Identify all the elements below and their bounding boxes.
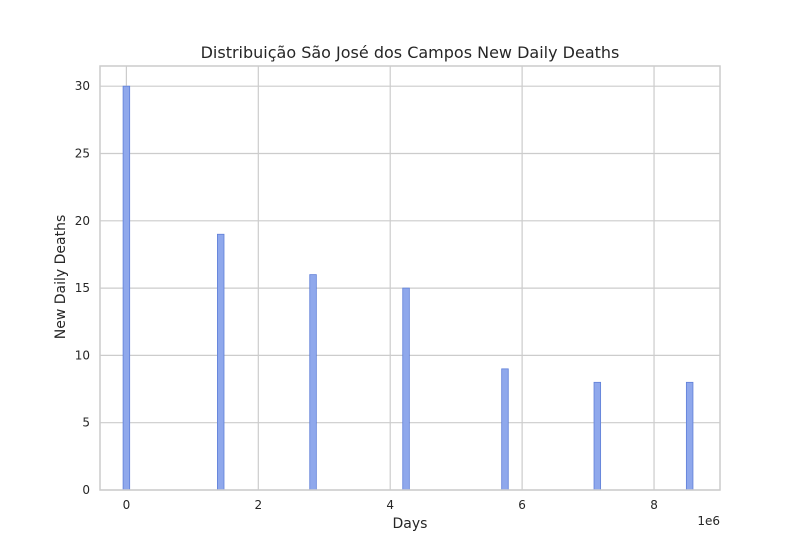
y-tick-label: 30 [75, 79, 90, 93]
tick-layer: 0 5 10 15 20 25 30 0 2 4 6 8 [75, 79, 658, 512]
x-axis-label: Days [393, 516, 428, 532]
grid-layer [100, 66, 720, 491]
chart-title: Distribuição São José dos Campos New Dai… [201, 43, 620, 62]
bar [309, 274, 317, 491]
y-tick-label: 5 [82, 416, 90, 430]
y-axis-label: New Daily Deaths [53, 215, 69, 340]
x-tick-label: 0 [123, 498, 131, 512]
x-tick-label: 2 [254, 498, 262, 512]
y-tick-label: 10 [75, 348, 90, 362]
bar [685, 381, 694, 491]
y-tick-label: 25 [75, 146, 90, 160]
plot-background [100, 66, 720, 490]
bar [217, 233, 225, 491]
bar [122, 85, 131, 491]
x-tick-label: 6 [518, 498, 526, 512]
plot-frame [99, 65, 721, 491]
y-tick-label: 15 [75, 281, 90, 295]
bar [501, 368, 509, 491]
bar [402, 287, 410, 491]
x-axis-offset-label: 1e6 [697, 514, 720, 528]
x-tick-label: 8 [650, 498, 658, 512]
x-tick-label: 4 [386, 498, 394, 512]
y-tick-label: 20 [75, 214, 90, 228]
bar [593, 381, 602, 491]
y-tick-label: 0 [82, 483, 90, 497]
